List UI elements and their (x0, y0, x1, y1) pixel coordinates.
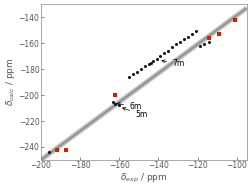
Point (170, 46, 174, 49)
Point (182, 38, 186, 41)
Point (178, 40, 182, 43)
Point (154, 57, 159, 60)
Point (54, 148, 58, 151)
Point (127, 75, 131, 78)
Point (47, 151, 51, 154)
Point (162, 52, 166, 55)
Point (150, 60, 154, 63)
Point (149, 61, 153, 64)
Point (139, 67, 143, 70)
Point (207, 36, 211, 40)
Text: 6m: 6m (117, 102, 141, 111)
Point (113, 94, 117, 97)
Point (111, 100, 115, 103)
Point (135, 70, 139, 73)
Point (117, 104, 121, 107)
Point (143, 65, 147, 68)
Point (131, 73, 135, 76)
Text: 7m: 7m (162, 59, 184, 68)
Point (166, 49, 170, 52)
Point (217, 33, 221, 36)
Point (194, 30, 198, 33)
Point (198, 44, 202, 47)
Point (186, 35, 190, 38)
X-axis label: $\delta_{exp}$ / ppm: $\delta_{exp}$ / ppm (120, 172, 168, 185)
Point (207, 40, 211, 43)
Point (147, 62, 151, 65)
Y-axis label: $\delta_{calc}$ / ppm: $\delta_{calc}$ / ppm (4, 58, 17, 106)
Point (174, 43, 178, 46)
Point (202, 43, 206, 46)
Point (159, 55, 163, 58)
Point (190, 33, 194, 36)
Point (64, 148, 68, 151)
Point (233, 18, 237, 21)
Text: 5m: 5m (122, 108, 147, 119)
Point (113, 103, 117, 106)
